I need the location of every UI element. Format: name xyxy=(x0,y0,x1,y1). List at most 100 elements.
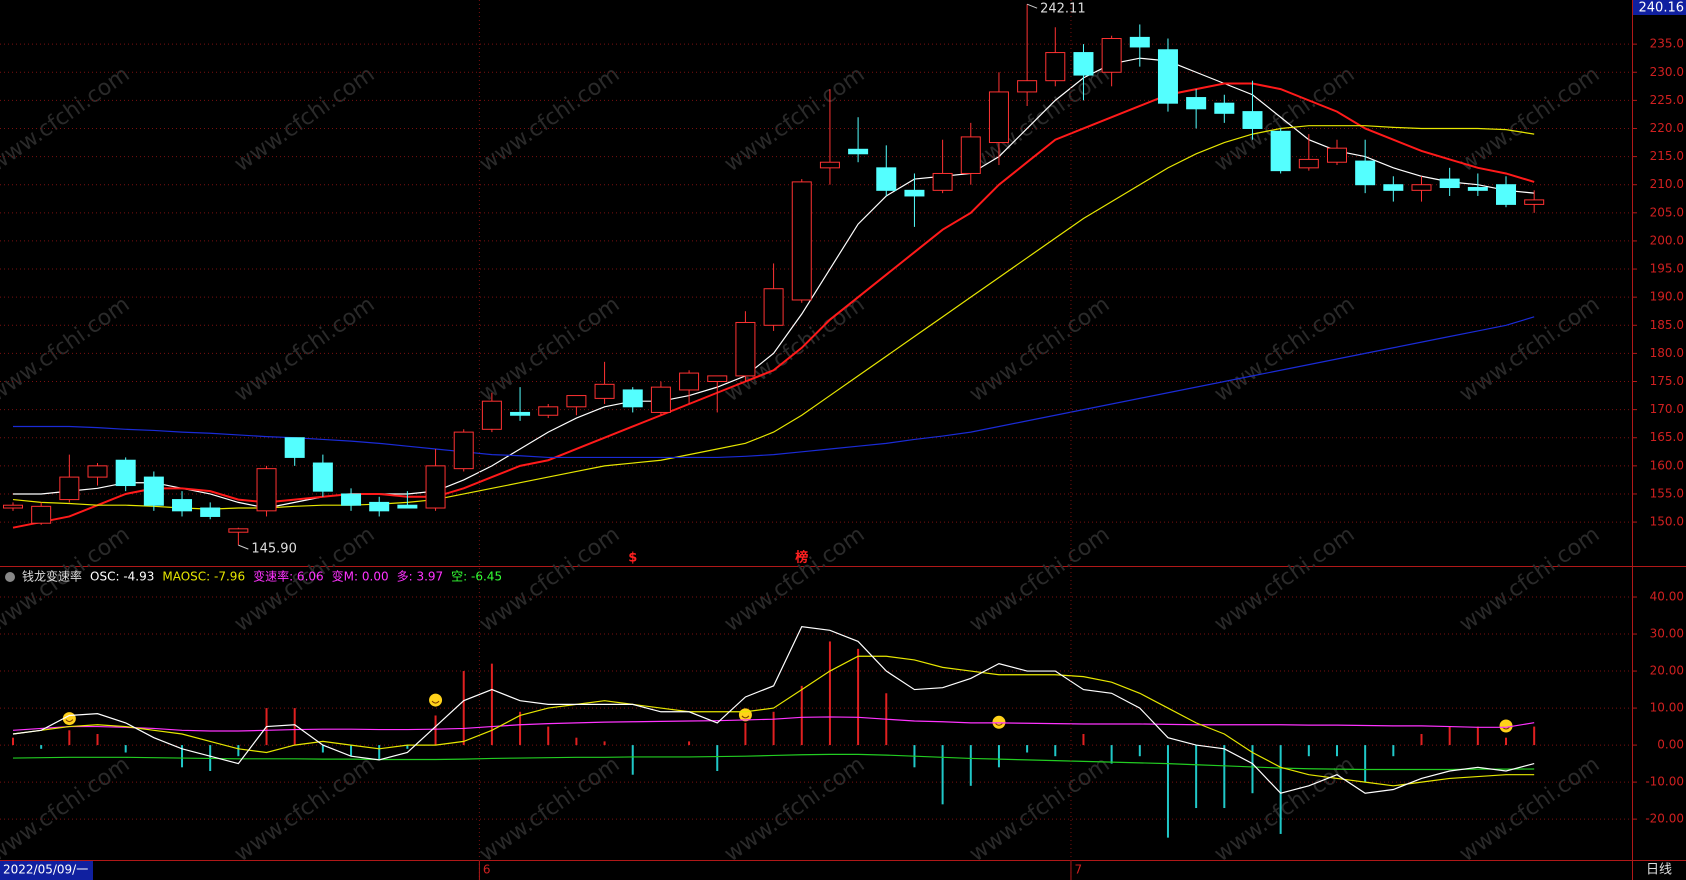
annotation: 242.11 xyxy=(1040,2,1086,17)
candle-body xyxy=(1298,158,1319,169)
annotation-pointer xyxy=(238,544,249,550)
legend-icon xyxy=(5,572,15,582)
candle-body xyxy=(143,476,164,506)
osc-bar xyxy=(1223,745,1226,809)
osc-bar xyxy=(716,745,719,772)
osc-bar xyxy=(68,730,71,746)
osc-bar xyxy=(857,648,860,746)
signal-smile xyxy=(431,700,440,704)
candle-body xyxy=(566,395,587,408)
osc-bar xyxy=(124,745,127,753)
osc-bar xyxy=(744,722,747,746)
x-label: 6 xyxy=(483,863,491,877)
candle-body xyxy=(1467,187,1488,191)
legend-item: 变速率: 6.06 xyxy=(253,569,324,584)
osc-bar xyxy=(828,641,831,746)
ma-line xyxy=(12,716,1535,732)
candle-body xyxy=(284,437,305,458)
signal-face xyxy=(1499,719,1513,733)
osc-bar xyxy=(1279,745,1282,834)
osc-bar xyxy=(1420,733,1423,746)
osc-bar xyxy=(378,745,381,760)
marker: $ xyxy=(628,551,637,566)
candle-body xyxy=(369,501,390,512)
candle-body xyxy=(1326,147,1347,163)
y-tick-label: 190.0 xyxy=(1650,290,1684,304)
legend-item: 多: 3.97 xyxy=(397,570,444,584)
osc-bar xyxy=(181,745,184,768)
date-axis: 2022/05/09/一 6 7 xyxy=(0,0,1082,880)
osc-bar xyxy=(1335,745,1338,757)
legend-item: OSC: -4.93 xyxy=(90,570,154,584)
candle-body xyxy=(425,465,446,509)
y-tick-label: 180.0 xyxy=(1650,346,1684,360)
candle-body xyxy=(228,528,249,533)
osc-bar xyxy=(547,726,550,746)
y-tick-label: 160.0 xyxy=(1650,458,1684,472)
y-tick-label: -20.00 xyxy=(1645,812,1684,826)
candle-body xyxy=(679,372,700,391)
candle-body xyxy=(341,493,362,506)
candle-body xyxy=(1496,184,1517,205)
y-tick-label: 155.0 xyxy=(1650,486,1684,500)
indicator-panel: -20.00 -10.00 0.00 10.00 20.00 30.00 40.00 钱龙变速… xyxy=(0,569,1684,838)
candle-body xyxy=(1214,102,1235,114)
candle-body xyxy=(453,431,474,470)
y-tick-label: 205.0 xyxy=(1650,205,1684,219)
signal-face xyxy=(62,712,76,726)
osc-bar xyxy=(631,745,634,775)
candle-body xyxy=(510,411,531,416)
osc-bar xyxy=(406,745,409,749)
candle-body xyxy=(819,161,840,169)
candle-body xyxy=(763,288,784,326)
candle-body xyxy=(312,462,333,492)
candle-body xyxy=(1186,97,1207,110)
x-label: 2022/05/09/一 xyxy=(3,863,88,877)
osc-bar xyxy=(1392,745,1395,757)
y-tick-label: -10.00 xyxy=(1645,775,1684,789)
y-tick-label: 200.0 xyxy=(1650,233,1684,247)
osc-bar xyxy=(519,711,522,746)
osc-bar xyxy=(1054,745,1057,757)
candle-body xyxy=(735,321,756,377)
y-tick-label: 215.0 xyxy=(1650,149,1684,163)
y-tick-label: 40.00 xyxy=(1650,590,1684,604)
candle-body xyxy=(1017,80,1038,93)
top-price-label: 240.16 xyxy=(1639,1,1685,16)
top-price-box xyxy=(1633,0,1686,15)
candle-body xyxy=(200,507,221,517)
y-tick-label: 10.00 xyxy=(1650,701,1684,715)
osc-bar xyxy=(1251,745,1254,794)
y-tick-label: 170.0 xyxy=(1650,402,1684,416)
y-tick-label: 235.0 xyxy=(1650,37,1684,51)
candle-body xyxy=(960,136,981,174)
osc-bar xyxy=(1307,745,1310,757)
candle-body xyxy=(1524,199,1545,205)
candle-body xyxy=(594,383,615,399)
osc-bar xyxy=(321,745,324,753)
osc-bar xyxy=(237,745,240,757)
signal-smile xyxy=(741,715,750,719)
signal-smile xyxy=(65,719,74,723)
osc-bar xyxy=(434,715,437,746)
candle-body xyxy=(988,91,1009,144)
candle-body xyxy=(1157,49,1178,104)
candle-body xyxy=(1439,178,1460,189)
y-tick-label: 20.00 xyxy=(1650,664,1684,678)
osc-bar xyxy=(800,685,803,746)
candle-body xyxy=(538,406,559,416)
osc-bar xyxy=(490,663,493,746)
candle-body xyxy=(904,189,925,197)
candle-body xyxy=(1270,130,1291,172)
y-tick-label: 150.0 xyxy=(1650,515,1684,529)
marker: 榜 xyxy=(795,550,808,566)
y-tick-label: 225.0 xyxy=(1650,93,1684,107)
candle-body xyxy=(848,148,869,155)
candle-body xyxy=(87,465,108,478)
legend-item: 变M: 0.00 xyxy=(332,569,389,584)
candle-body xyxy=(650,386,671,413)
candle-body xyxy=(1383,184,1404,191)
osc-bar xyxy=(1026,745,1029,753)
